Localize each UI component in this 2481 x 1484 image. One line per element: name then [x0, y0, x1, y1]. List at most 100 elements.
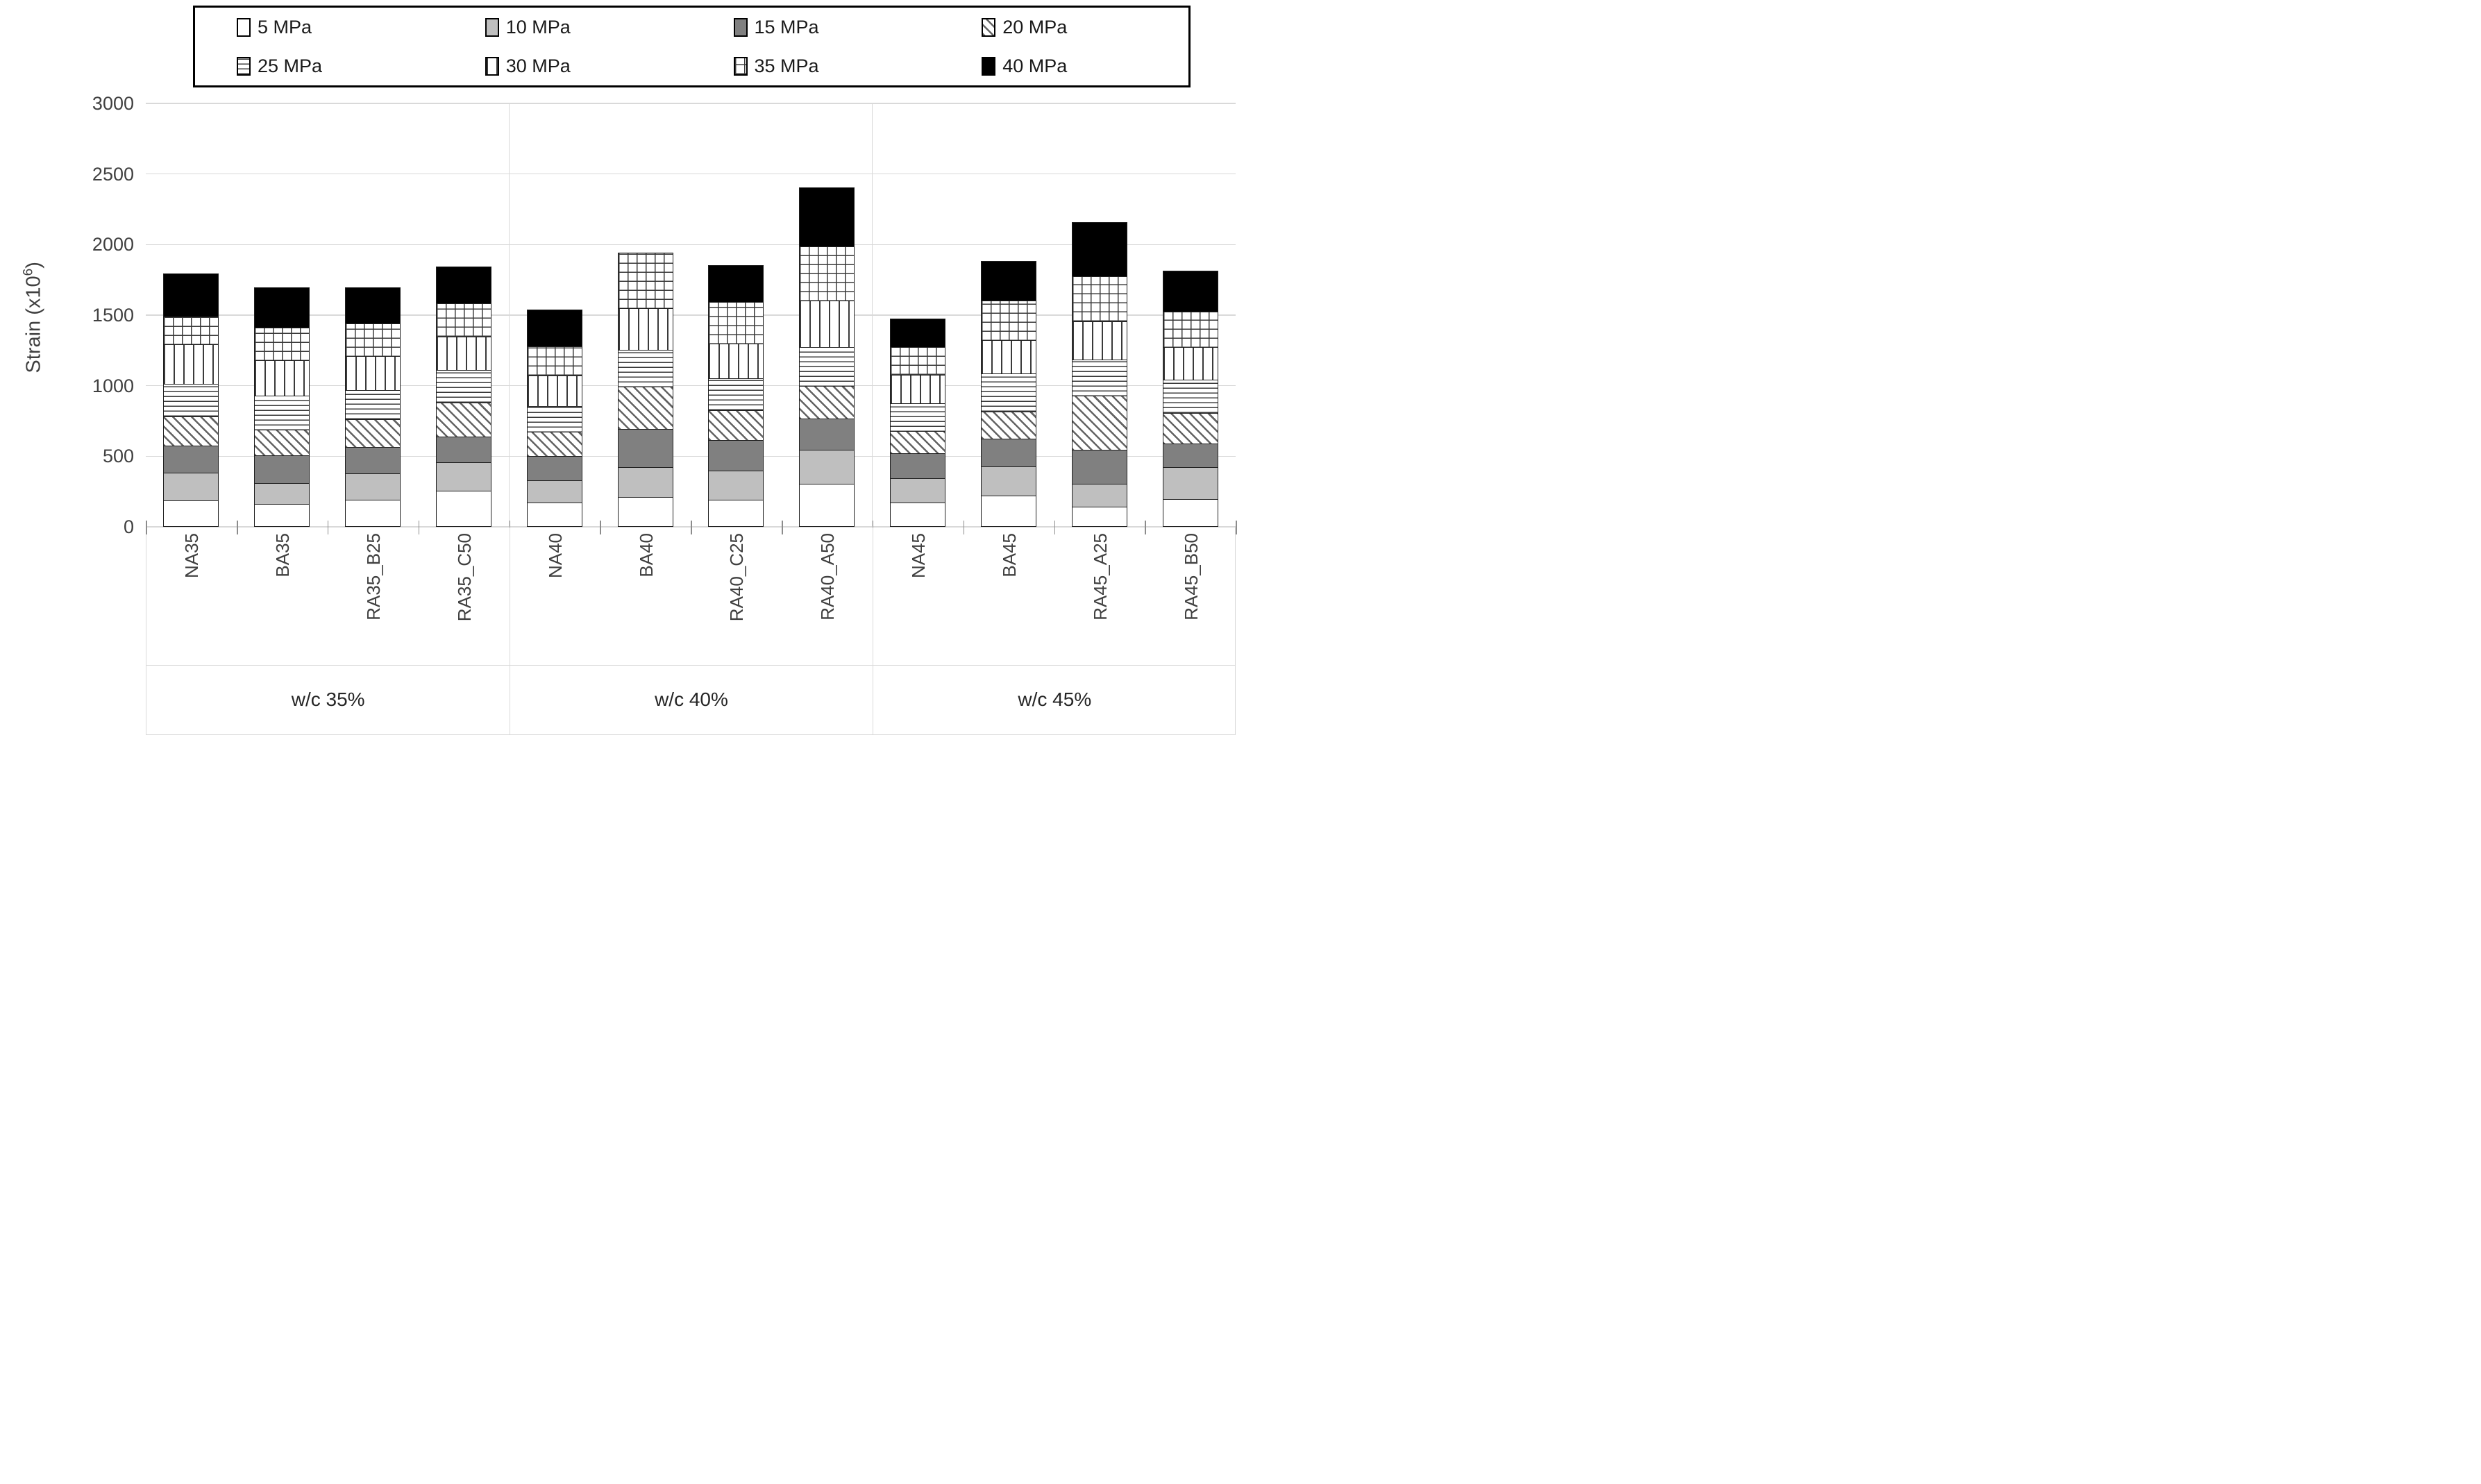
- bar-segment-5-mpa: [254, 504, 310, 527]
- bar-segment-35-mpa: [526, 346, 582, 377]
- group-label-area: w/c 35% w/c 40% w/c 45%: [146, 665, 1236, 735]
- bar-segment-15-mpa: [435, 436, 491, 464]
- grid-swatch-icon: [733, 56, 748, 76]
- legend-item-5-mpa: 5 MPa: [195, 8, 444, 47]
- y-tick-label: 3000: [92, 93, 134, 114]
- y-tick-label: 1500: [92, 305, 134, 326]
- y-tick-label: 2500: [92, 163, 134, 185]
- group-separator: [508, 103, 510, 527]
- stacked-bar-NA40: [526, 303, 582, 527]
- gridline: [146, 173, 1236, 175]
- bar-segment-40-mpa: [345, 287, 401, 325]
- bar-segment-5-mpa: [890, 503, 946, 527]
- bar-segment-20-mpa: [890, 431, 946, 455]
- legend-label: 40 MPa: [1002, 55, 1068, 76]
- bar-segment-30-mpa: [345, 356, 401, 391]
- bar-segment-40-mpa: [1162, 271, 1218, 313]
- legend-label: 15 MPa: [754, 16, 819, 37]
- y-tick-label: 1000: [92, 375, 134, 396]
- bar-segment-40-mpa: [799, 187, 855, 248]
- bar-segment-5-mpa: [980, 496, 1036, 527]
- y-axis-title-superscript: 6: [21, 268, 36, 276]
- bar-segment-20-mpa: [1162, 412, 1218, 445]
- bar-segment-25-mpa: [980, 373, 1036, 413]
- category-label: BA45: [998, 533, 1020, 577]
- bar-segment-5-mpa: [345, 500, 401, 527]
- stacked-bar-BA35: [254, 280, 310, 527]
- bar-segment-15-mpa: [708, 439, 764, 472]
- bar-segment-30-mpa: [163, 344, 219, 385]
- bar-segment-25-mpa: [163, 383, 219, 418]
- gridline: [146, 244, 1236, 246]
- plot-area: [146, 103, 1236, 528]
- legend-item-10-mpa: 10 MPa: [444, 8, 692, 47]
- category-label: NA40: [544, 533, 566, 579]
- bar-segment-5-mpa: [1162, 499, 1218, 527]
- category-tick: [691, 521, 692, 534]
- bar-segment-30-mpa: [980, 340, 1036, 375]
- bar-segment-25-mpa: [799, 346, 855, 387]
- category-tick: [237, 521, 238, 534]
- bar-segment-20-mpa: [1071, 396, 1127, 451]
- gridline: [146, 103, 1236, 104]
- legend: 5 MPa 10 MPa 15 MPa 20 MPa 25 MPa 30 MPa 35 MP…: [193, 6, 1191, 87]
- bar-segment-10-mpa: [1162, 467, 1218, 500]
- bar-segment-25-mpa: [435, 370, 491, 404]
- stacked-bar-RA40_A50: [799, 180, 855, 527]
- bar-segment-20-mpa: [708, 410, 764, 441]
- bar-segment-40-mpa: [163, 273, 219, 318]
- category-tick: [1145, 521, 1146, 534]
- bar-segment-20-mpa: [345, 419, 401, 448]
- stacked-bar-NA35: [163, 267, 219, 527]
- gridline: [146, 455, 1236, 457]
- y-tick-label: 0: [123, 516, 134, 537]
- horizontal-lines-swatch-icon: [237, 56, 251, 76]
- bar-segment-30-mpa: [617, 308, 673, 351]
- category-tick: [146, 521, 147, 534]
- bar-segment-30-mpa: [526, 375, 582, 407]
- bar-segment-40-mpa: [435, 267, 491, 305]
- bar-segment-15-mpa: [254, 455, 310, 484]
- legend-label: 30 MPa: [505, 55, 571, 76]
- bar-segment-25-mpa: [1071, 359, 1127, 397]
- category-tick: [1236, 521, 1237, 534]
- bar-segment-5-mpa: [708, 500, 764, 527]
- category-label: RA35_C50: [453, 533, 475, 622]
- bar-segment-15-mpa: [890, 453, 946, 480]
- bar-segment-25-mpa: [617, 349, 673, 388]
- bar-segment-35-mpa: [708, 301, 764, 345]
- bar-segment-5-mpa: [526, 503, 582, 527]
- bar-segment-35-mpa: [1162, 311, 1218, 348]
- bar-segment-5-mpa: [163, 500, 219, 527]
- diagonal-swatch-icon: [982, 17, 996, 37]
- bar-segment-30-mpa: [1071, 321, 1127, 361]
- legend-item-35-mpa: 35 MPa: [692, 47, 941, 85]
- label-band-separator: [509, 528, 511, 665]
- stacked-bar-RA45_A25: [1071, 215, 1127, 527]
- bar-segment-20-mpa: [799, 386, 855, 420]
- legend-label: 35 MPa: [754, 55, 819, 76]
- category-tick: [327, 521, 329, 534]
- stacked-bar-RA35_C50: [435, 260, 491, 527]
- bar-segment-30-mpa: [799, 301, 855, 348]
- y-tick-label: 2000: [92, 234, 134, 255]
- category-label: RA45_B50: [1180, 533, 1202, 621]
- bar-segment-10-mpa: [345, 473, 401, 501]
- category-tick: [782, 521, 783, 534]
- bar-segment-30-mpa: [1162, 347, 1218, 381]
- category-label: RA40_C25: [726, 533, 748, 622]
- bar-segment-15-mpa: [163, 446, 219, 474]
- bar-segment-20-mpa: [435, 402, 491, 438]
- bar-segment-35-mpa: [890, 346, 946, 376]
- stacked-bar-RA40_C25: [708, 258, 764, 527]
- stacked-bar-BA40: [617, 246, 673, 527]
- black-swatch-icon: [982, 56, 996, 76]
- group-label: w/c 45%: [1018, 689, 1092, 710]
- bar-segment-25-mpa: [345, 389, 401, 421]
- bar-segment-15-mpa: [345, 447, 401, 475]
- category-tick: [963, 521, 965, 534]
- bar-segment-5-mpa: [617, 497, 673, 527]
- bar-segment-25-mpa: [254, 395, 310, 431]
- legend-label: 5 MPa: [258, 16, 312, 37]
- category-label: RA45_A25: [1089, 533, 1111, 621]
